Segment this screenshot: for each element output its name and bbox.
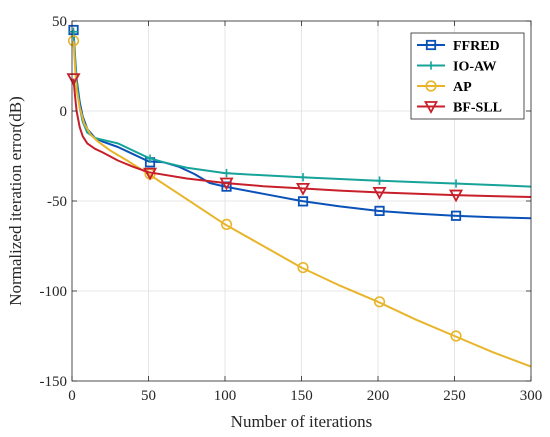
x-tick-label: 0 (68, 388, 76, 404)
x-tick-label: 200 (367, 388, 390, 404)
square-marker (450, 210, 462, 221)
triangle-marker (143, 167, 158, 181)
y-tick-label: -50 (47, 194, 67, 210)
triangle-marker (372, 186, 387, 200)
circle-marker (297, 262, 309, 274)
triangle-marker (219, 177, 234, 191)
legend-label: AP (453, 80, 472, 95)
y-axis-label: Normalized iteration error(dB) (6, 96, 25, 306)
x-tick-label: 150 (290, 388, 313, 404)
x-tick-label: 50 (141, 388, 156, 404)
plus-marker (426, 61, 436, 70)
plus-marker (375, 176, 384, 185)
y-tick-label: -150 (40, 374, 68, 390)
legend-box (410, 32, 525, 120)
circle-marker (373, 296, 386, 308)
legend: FFRED IO-AW AP BF-SLL (410, 32, 525, 120)
circle-marker (67, 35, 80, 47)
y-tick-label: 0 (60, 104, 68, 120)
triangle-marker (66, 73, 81, 86)
legend-item-ffred: FFRED (417, 39, 500, 54)
legend-item-bf-sll: BF-SLL (417, 101, 502, 116)
square-marker (297, 196, 309, 207)
square-marker (425, 39, 437, 51)
plus-marker (69, 27, 78, 36)
triangle-marker (423, 101, 439, 114)
square-marker (374, 205, 385, 216)
y-tick-label: -100 (40, 284, 68, 300)
series-bf-sll (66, 73, 532, 203)
x-tick-label: 300 (520, 388, 543, 404)
plus-marker (222, 168, 231, 178)
x-axis-label: Number of iterations (231, 412, 373, 431)
legend-label: IO-AW (453, 60, 497, 75)
plus-marker (145, 154, 155, 163)
series-line-ap (72, 40, 532, 368)
legend-item-io-aw: IO-AW (417, 60, 497, 75)
legend-item-ap: AP (417, 80, 472, 95)
x-tick-label: 100 (214, 388, 237, 404)
circle-marker (220, 218, 233, 230)
triangle-marker (449, 189, 464, 203)
axis-ticks: 0 50 100 150 200 250 300 -150 -100 -50 0 50 (40, 14, 543, 404)
triangle-marker (296, 182, 311, 196)
legend-label: FFRED (453, 39, 500, 54)
circle-marker (425, 80, 437, 92)
plus-marker (298, 173, 308, 182)
series-ap (67, 35, 532, 368)
series-layer (66, 24, 532, 368)
circle-marker (450, 330, 462, 342)
legend-label: BF-SLL (453, 101, 502, 116)
x-tick-label: 250 (443, 388, 466, 404)
plus-marker (451, 179, 461, 188)
y-tick-label: 50 (52, 14, 67, 30)
series-line-bf-sll (72, 78, 532, 198)
